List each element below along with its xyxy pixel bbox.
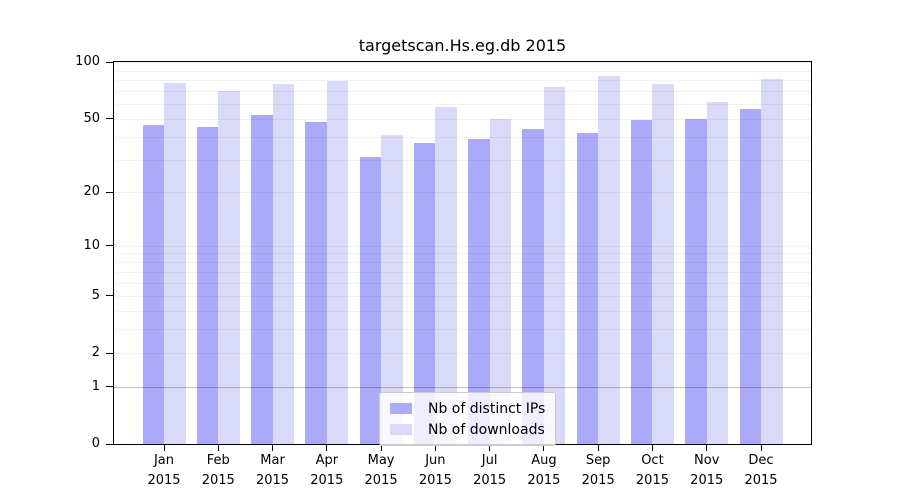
bar-downloads-apr [326, 81, 349, 444]
y-tick-label-20: 20 [83, 184, 100, 199]
bar-distinct-ips-nov [685, 118, 707, 444]
bar-distinct-ips-may [359, 157, 382, 444]
y-tick-label-5: 5 [91, 287, 100, 303]
bar-distinct-ips-jun [413, 142, 436, 444]
bar-distinct-ips-oct [630, 120, 653, 444]
bar-distinct-ips-jan [142, 125, 164, 444]
bar-distinct-ips-mar [251, 115, 273, 444]
bar-downloads-jul [489, 118, 512, 444]
y-tick-label-10: 10 [83, 237, 100, 253]
y-tick-mark-1 [106, 386, 113, 388]
x-tick-mark-jul [489, 445, 491, 451]
y-tick-label-0: 0 [91, 436, 100, 451]
gridline-100 [114, 62, 811, 63]
x-tick-label-dec: Dec 2015 [744, 453, 778, 488]
legend-swatch-distinct-ips [390, 403, 412, 414]
x-tick-mark-oct [651, 445, 653, 451]
bar-downloads-sep [598, 76, 620, 444]
y-tick-label-100: 100 [75, 54, 100, 69]
legend-label-downloads: Nb of downloads [428, 421, 545, 438]
y-tick-label-50: 50 [83, 110, 100, 126]
x-tick-mark-aug [543, 445, 545, 451]
x-tick-label-jan: Jan 2015 [147, 453, 181, 488]
bar-distinct-ips-dec [739, 109, 761, 444]
x-tick-label-may: May 2015 [364, 453, 398, 488]
bar-downloads-jan [164, 83, 186, 444]
bar-distinct-ips-apr [305, 121, 327, 444]
y-tick-label-1: 1 [91, 378, 100, 394]
x-tick-mark-sep [597, 445, 599, 451]
x-tick-label-sep: Sep 2015 [581, 453, 615, 488]
x-tick-mark-feb [217, 445, 219, 451]
x-tick-label-mar: Mar 2015 [255, 453, 290, 488]
legend-swatch-downloads [390, 424, 412, 435]
y-tick-mark-100 [106, 61, 113, 63]
x-tick-label-apr: Apr 2015 [310, 453, 344, 488]
legend-entry-downloads: Nb of downloads [390, 419, 545, 440]
bar-downloads-feb [218, 91, 240, 444]
legend: Nb of distinct IPs Nb of downloads [379, 392, 557, 446]
x-tick-mark-jun [434, 445, 436, 451]
plot-area [113, 61, 812, 445]
bar-downloads-dec [761, 79, 783, 444]
y-tick-mark-10 [106, 245, 113, 247]
chart-title: targetscan.Hs.eg.db 2015 [358, 36, 567, 55]
y-tick-label-2: 2 [91, 345, 100, 361]
bar-distinct-ips-jul [468, 138, 490, 444]
y-tick-mark-50 [106, 118, 113, 120]
x-tick-mark-jan [163, 445, 165, 451]
bar-downloads-may [381, 134, 403, 444]
bar-downloads-aug [543, 86, 566, 444]
x-tick-label-nov: Nov 2015 [690, 453, 724, 488]
x-tick-label-oct: Oct 2015 [635, 453, 669, 488]
bar-downloads-oct [652, 84, 674, 444]
gridline-80 [114, 80, 811, 81]
x-tick-label-feb: Feb 2015 [201, 453, 235, 488]
bar-downloads-mar [272, 84, 295, 444]
gridline-90 [114, 71, 811, 72]
bar-downloads-nov [706, 102, 729, 444]
bar-distinct-ips-feb [196, 127, 219, 444]
y-tick-mark-20 [106, 191, 113, 193]
y-tick-mark-5 [106, 295, 113, 297]
bar-downloads-jun [435, 106, 457, 444]
y-tick-mark-2 [106, 352, 113, 354]
x-tick-label-aug: Aug 2015 [527, 453, 561, 488]
legend-entry-distinct-ips: Nb of distinct IPs [390, 398, 545, 419]
x-tick-mark-apr [326, 445, 328, 451]
x-tick-mark-mar [272, 445, 274, 451]
x-tick-mark-nov [706, 445, 708, 451]
y-tick-mark-0 [106, 443, 113, 445]
x-tick-mark-dec [760, 445, 762, 451]
x-tick-label-jun: Jun 2015 [418, 453, 452, 488]
bar-distinct-ips-aug [522, 128, 544, 444]
x-tick-mark-may [380, 445, 382, 451]
bar-distinct-ips-sep [576, 132, 599, 444]
legend-label-distinct-ips: Nb of distinct IPs [428, 400, 546, 417]
x-tick-label-jul: Jul 2015 [473, 453, 507, 488]
